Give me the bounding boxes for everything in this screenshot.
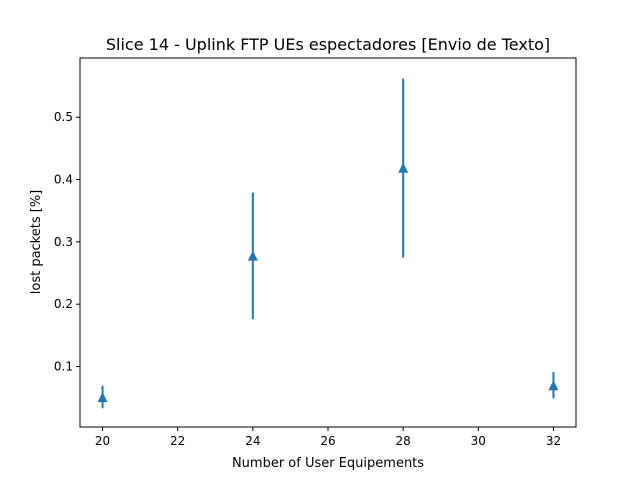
y-tick-label: 0.5	[54, 110, 73, 124]
x-tick-label: 30	[471, 434, 486, 448]
x-tick-label: 26	[320, 434, 335, 448]
x-axis-ticks: 20 22 24 26 28 30 32	[95, 427, 561, 448]
x-tick-label: 24	[245, 434, 260, 448]
x-tick-label: 20	[95, 434, 110, 448]
plot-area-frame	[79, 57, 577, 428]
x-tick-label: 32	[546, 434, 561, 448]
y-axis-ticks: 0.1 0.2 0.3 0.4 0.5	[54, 110, 80, 374]
x-axis-label: Number of User Equipements	[232, 456, 424, 471]
data-point-marker	[97, 392, 108, 403]
x-tick-label: 22	[170, 434, 185, 448]
data-point-marker	[247, 250, 258, 261]
data-marks	[97, 78, 559, 409]
chart-title: Slice 14 - Uplink FTP UEs espectadores […	[106, 35, 550, 54]
x-tick-label: 28	[396, 434, 411, 448]
y-tick-label: 0.2	[54, 297, 73, 311]
data-point-marker	[398, 162, 409, 173]
y-tick-label: 0.3	[54, 235, 73, 249]
y-axis-label: lost packets [%]	[29, 190, 44, 295]
data-point-marker	[548, 380, 559, 391]
y-tick-label: 0.4	[54, 173, 73, 187]
y-tick-label: 0.1	[54, 360, 73, 374]
